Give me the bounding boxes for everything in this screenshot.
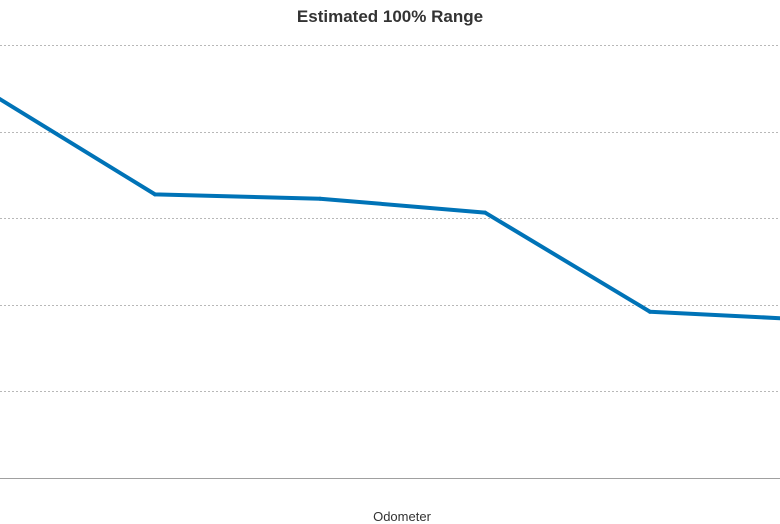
data-point[interactable] bbox=[483, 210, 487, 215]
x-axis-label: Odometer bbox=[373, 509, 431, 524]
series-line bbox=[0, 96, 780, 321]
chart-title: Estimated 100% Range bbox=[296, 7, 484, 26]
data-point[interactable] bbox=[318, 196, 322, 201]
data-point[interactable] bbox=[153, 192, 157, 197]
data-point[interactable] bbox=[648, 309, 652, 314]
